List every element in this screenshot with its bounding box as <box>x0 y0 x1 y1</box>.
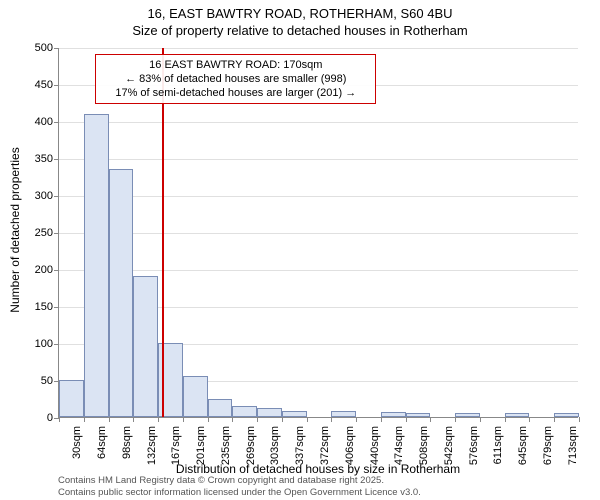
x-tick-mark <box>183 417 184 422</box>
x-tick-label: 576sqm <box>468 426 480 466</box>
footer: Contains HM Land Registry data © Crown c… <box>58 475 421 498</box>
x-tick-label: 201sqm <box>195 426 207 466</box>
annotation-line2: ← 83% of detached houses are smaller (99… <box>102 72 369 86</box>
histogram-bar <box>554 413 579 417</box>
gridline <box>59 233 578 234</box>
gridline <box>59 122 578 123</box>
x-tick-mark <box>282 417 283 422</box>
y-tick-mark <box>54 344 59 345</box>
y-tick-label: 350 <box>19 153 53 165</box>
y-tick-label: 500 <box>19 42 53 54</box>
plot-area: 05010015020025030035040045050030sqm64sqm… <box>58 48 578 418</box>
y-tick-label: 300 <box>19 190 53 202</box>
chart-container: 16, EAST BAWTRY ROAD, ROTHERHAM, S60 4BU… <box>0 0 600 500</box>
x-tick-mark <box>59 417 60 422</box>
x-tick-mark <box>529 417 530 422</box>
x-tick-label: 372sqm <box>319 426 331 466</box>
x-tick-label: 611sqm <box>492 426 504 466</box>
gridline <box>59 48 578 49</box>
y-tick-label: 250 <box>19 227 53 239</box>
x-tick-label: 269sqm <box>245 426 257 466</box>
y-tick-label: 200 <box>19 264 53 276</box>
chart-title: 16, EAST BAWTRY ROAD, ROTHERHAM, S60 4BU… <box>0 0 600 40</box>
y-tick-mark <box>54 196 59 197</box>
y-tick-label: 50 <box>19 375 53 387</box>
histogram-bar <box>331 411 356 417</box>
x-axis-label: Distribution of detached houses by size … <box>58 462 578 476</box>
y-tick-mark <box>54 307 59 308</box>
x-tick-mark <box>579 417 580 422</box>
x-tick-label: 406sqm <box>344 426 356 466</box>
title-line2: Size of property relative to detached ho… <box>0 23 600 40</box>
histogram-bar <box>257 408 282 417</box>
x-tick-label: 132sqm <box>146 426 158 466</box>
x-tick-mark <box>455 417 456 422</box>
x-tick-label: 645sqm <box>517 426 529 466</box>
y-tick-label: 100 <box>19 338 53 350</box>
x-tick-label: 98sqm <box>121 426 133 466</box>
x-tick-label: 64sqm <box>96 426 108 466</box>
x-tick-mark <box>480 417 481 422</box>
y-tick-label: 150 <box>19 301 53 313</box>
x-tick-label: 337sqm <box>294 426 306 466</box>
x-tick-mark <box>109 417 110 422</box>
x-tick-mark <box>158 417 159 422</box>
histogram-bar <box>381 412 406 417</box>
footer-line1: Contains HM Land Registry data © Crown c… <box>58 475 421 486</box>
histogram-bar <box>59 380 84 417</box>
histogram-bar <box>406 413 431 417</box>
x-tick-mark <box>232 417 233 422</box>
x-tick-label: 235sqm <box>220 426 232 466</box>
histogram-bar <box>455 413 480 417</box>
y-tick-label: 450 <box>19 79 53 91</box>
x-tick-mark <box>381 417 382 422</box>
x-tick-label: 440sqm <box>369 426 381 466</box>
y-tick-label: 0 <box>19 412 53 424</box>
x-tick-label: 167sqm <box>170 426 182 466</box>
y-tick-mark <box>54 85 59 86</box>
title-line1: 16, EAST BAWTRY ROAD, ROTHERHAM, S60 4BU <box>0 6 600 23</box>
histogram-bar <box>208 399 233 418</box>
x-tick-mark <box>257 417 258 422</box>
y-tick-mark <box>54 122 59 123</box>
annotation-line1: 16 EAST BAWTRY ROAD: 170sqm <box>102 58 369 72</box>
x-tick-mark <box>554 417 555 422</box>
x-tick-mark <box>356 417 357 422</box>
x-tick-mark <box>307 417 308 422</box>
histogram-bar <box>183 376 208 417</box>
x-tick-mark <box>84 417 85 422</box>
x-tick-mark <box>430 417 431 422</box>
x-tick-mark <box>406 417 407 422</box>
x-tick-label: 679sqm <box>542 426 554 466</box>
y-tick-mark <box>54 233 59 234</box>
x-tick-label: 474sqm <box>393 426 405 466</box>
histogram-bar <box>232 406 257 417</box>
x-tick-mark <box>208 417 209 422</box>
x-tick-label: 303sqm <box>269 426 281 466</box>
y-tick-label: 400 <box>19 116 53 128</box>
x-tick-mark <box>331 417 332 422</box>
y-tick-mark <box>54 48 59 49</box>
annotation-line3: 17% of semi-detached houses are larger (… <box>102 86 369 100</box>
x-tick-label: 542sqm <box>443 426 455 466</box>
gridline <box>59 159 578 160</box>
gridline <box>59 270 578 271</box>
x-tick-mark <box>505 417 506 422</box>
histogram-bar <box>84 114 109 417</box>
footer-line2: Contains public sector information licen… <box>58 487 421 498</box>
x-tick-label: 508sqm <box>418 426 430 466</box>
gridline <box>59 196 578 197</box>
annotation-box: 16 EAST BAWTRY ROAD: 170sqm ← 83% of det… <box>95 54 376 105</box>
histogram-bar <box>505 413 530 417</box>
x-tick-label: 713sqm <box>567 426 579 466</box>
y-tick-mark <box>54 159 59 160</box>
histogram-bar <box>133 276 158 417</box>
histogram-bar <box>282 411 307 417</box>
histogram-bar <box>109 169 134 417</box>
x-tick-label: 30sqm <box>71 426 83 466</box>
x-tick-mark <box>133 417 134 422</box>
y-tick-mark <box>54 270 59 271</box>
